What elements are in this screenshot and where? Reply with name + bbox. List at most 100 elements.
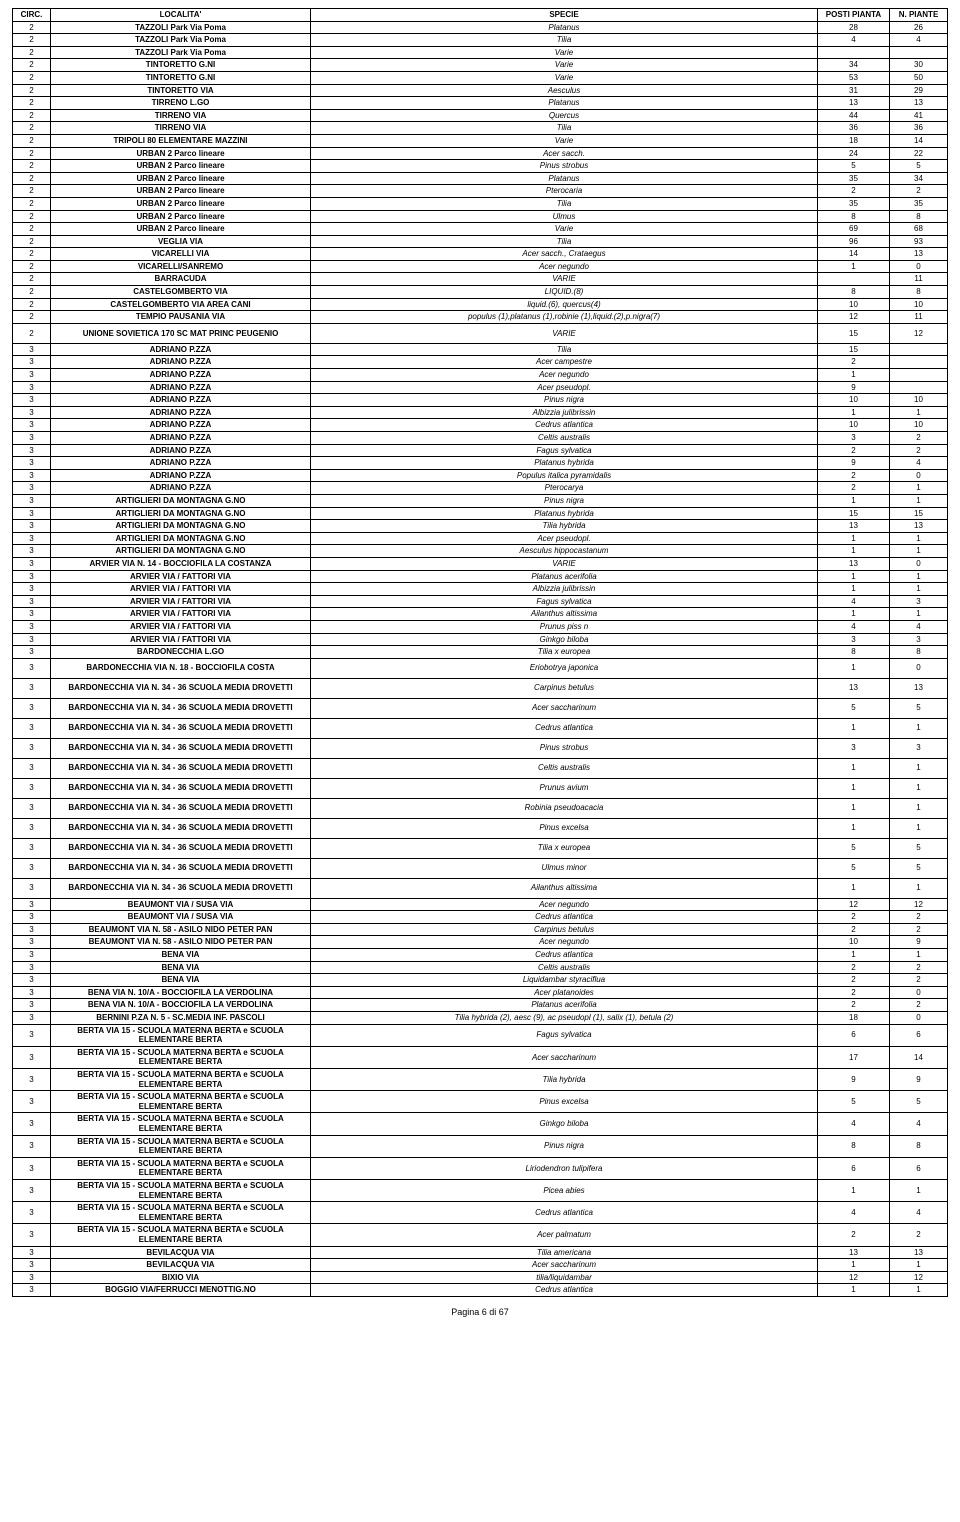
table-row: 3ADRIANO P.ZZAAcer campestre2 bbox=[13, 356, 948, 369]
cell-specie: Celtis australis bbox=[311, 758, 818, 778]
cell-circ: 2 bbox=[13, 197, 51, 210]
col-circ: CIRC. bbox=[13, 9, 51, 22]
cell-localita: BIXIO VIA bbox=[51, 1271, 311, 1284]
cell-localita: BARDONECCHIA VIA N. 34 - 36 SCUOLA MEDIA… bbox=[51, 778, 311, 798]
cell-circ: 3 bbox=[13, 406, 51, 419]
cell-circ: 3 bbox=[13, 986, 51, 999]
table-row: 3ARVIER VIA / FATTORI VIAPrunus piss n44 bbox=[13, 620, 948, 633]
cell-specie: Prunus avium bbox=[311, 778, 818, 798]
cell-specie: Platanus bbox=[311, 21, 818, 34]
cell-piante: 15 bbox=[890, 507, 948, 520]
cell-circ: 3 bbox=[13, 432, 51, 445]
table-row: 3BARDONECCHIA VIA N. 34 - 36 SCUOLA MEDI… bbox=[13, 858, 948, 878]
cell-localita: TIRRENO L.GO bbox=[51, 97, 311, 110]
cell-circ: 3 bbox=[13, 369, 51, 382]
cell-specie: Tilia bbox=[311, 122, 818, 135]
cell-specie: Acer negundo bbox=[311, 936, 818, 949]
cell-specie: VARIE bbox=[311, 557, 818, 570]
cell-specie: Acer pseudopl. bbox=[311, 532, 818, 545]
cell-specie: Tilia x europea bbox=[311, 646, 818, 659]
table-row: 2BARRACUDAVARIE11 bbox=[13, 273, 948, 286]
cell-specie: populus (1),platanus (1),robinie (1),liq… bbox=[311, 311, 818, 324]
cell-specie: Acer saccharinum bbox=[311, 1046, 818, 1068]
cell-piante: 12 bbox=[890, 323, 948, 343]
cell-piante: 4 bbox=[890, 1202, 948, 1224]
cell-localita: VICARELLI/SANREMO bbox=[51, 260, 311, 273]
cell-posti: 4 bbox=[818, 34, 890, 47]
cell-specie: Populus italica pyramidalis bbox=[311, 469, 818, 482]
cell-piante: 13 bbox=[890, 97, 948, 110]
table-row: 3BERTA VIA 15 - SCUOLA MATERNA BERTA e S… bbox=[13, 1202, 948, 1224]
cell-piante: 14 bbox=[890, 134, 948, 147]
cell-posti: 2 bbox=[818, 923, 890, 936]
cell-posti: 69 bbox=[818, 223, 890, 236]
cell-posti: 35 bbox=[818, 172, 890, 185]
table-row: 2URBAN 2 Parco linearePinus strobus55 bbox=[13, 160, 948, 173]
cell-localita: BARDONECCHIA VIA N. 34 - 36 SCUOLA MEDIA… bbox=[51, 798, 311, 818]
cell-piante bbox=[890, 369, 948, 382]
cell-localita: BARDONECCHIA VIA N. 34 - 36 SCUOLA MEDIA… bbox=[51, 698, 311, 718]
cell-posti: 1 bbox=[818, 798, 890, 818]
cell-circ: 3 bbox=[13, 1046, 51, 1068]
cell-piante: 10 bbox=[890, 298, 948, 311]
cell-specie: Albizzia julibrissin bbox=[311, 583, 818, 596]
cell-localita: ADRIANO P.ZZA bbox=[51, 432, 311, 445]
cell-piante: 8 bbox=[890, 1135, 948, 1157]
cell-piante: 1 bbox=[890, 818, 948, 838]
col-localita: LOCALITA' bbox=[51, 9, 311, 22]
cell-posti: 12 bbox=[818, 1271, 890, 1284]
cell-piante: 2 bbox=[890, 432, 948, 445]
cell-circ: 3 bbox=[13, 482, 51, 495]
cell-circ: 3 bbox=[13, 1246, 51, 1259]
cell-posti: 1 bbox=[818, 583, 890, 596]
cell-piante: 12 bbox=[890, 898, 948, 911]
cell-localita: ARTIGLIERI DA MONTAGNA G.NO bbox=[51, 532, 311, 545]
cell-piante: 29 bbox=[890, 84, 948, 97]
cell-circ: 2 bbox=[13, 223, 51, 236]
cell-localita: VICARELLI VIA bbox=[51, 248, 311, 261]
cell-piante: 34 bbox=[890, 172, 948, 185]
cell-localita: BARDONECCHIA VIA N. 34 - 36 SCUOLA MEDIA… bbox=[51, 878, 311, 898]
cell-posti: 8 bbox=[818, 646, 890, 659]
cell-posti: 2 bbox=[818, 961, 890, 974]
cell-posti: 4 bbox=[818, 595, 890, 608]
cell-circ: 3 bbox=[13, 1259, 51, 1272]
cell-specie: Pinus nigra bbox=[311, 394, 818, 407]
table-row: 3BERTA VIA 15 - SCUOLA MATERNA BERTA e S… bbox=[13, 1224, 948, 1246]
cell-posti: 1 bbox=[818, 818, 890, 838]
cell-posti: 28 bbox=[818, 21, 890, 34]
cell-localita: BERNINI P.ZA N. 5 - SC.MEDIA INF. PASCOL… bbox=[51, 1012, 311, 1025]
cell-localita: BARRACUDA bbox=[51, 273, 311, 286]
cell-circ: 2 bbox=[13, 298, 51, 311]
cell-specie: Platanus hybrida bbox=[311, 457, 818, 470]
cell-localita: BENA VIA bbox=[51, 961, 311, 974]
cell-circ: 3 bbox=[13, 343, 51, 356]
cell-posti: 1 bbox=[818, 494, 890, 507]
cell-posti: 10 bbox=[818, 419, 890, 432]
cell-circ: 3 bbox=[13, 658, 51, 678]
cell-posti: 2 bbox=[818, 986, 890, 999]
cell-piante: 6 bbox=[890, 1024, 948, 1046]
cell-piante: 0 bbox=[890, 469, 948, 482]
cell-circ: 2 bbox=[13, 59, 51, 72]
cell-localita: BERTA VIA 15 - SCUOLA MATERNA BERTA e SC… bbox=[51, 1113, 311, 1135]
cell-localita: URBAN 2 Parco lineare bbox=[51, 147, 311, 160]
cell-posti: 2 bbox=[818, 911, 890, 924]
cell-posti: 13 bbox=[818, 1246, 890, 1259]
cell-circ: 2 bbox=[13, 160, 51, 173]
cell-posti: 44 bbox=[818, 109, 890, 122]
col-piante: N. PIANTE bbox=[890, 9, 948, 22]
cell-piante: 1 bbox=[890, 1259, 948, 1272]
cell-localita: TINTORETTO VIA bbox=[51, 84, 311, 97]
cell-circ: 2 bbox=[13, 235, 51, 248]
cell-specie: Ulmus minor bbox=[311, 858, 818, 878]
cell-specie: Pinus nigra bbox=[311, 1135, 818, 1157]
cell-circ: 3 bbox=[13, 583, 51, 596]
cell-specie: Tilia bbox=[311, 343, 818, 356]
col-posti: POSTI PIANTA bbox=[818, 9, 890, 22]
cell-posti: 96 bbox=[818, 235, 890, 248]
table-row: 3BERTA VIA 15 - SCUOLA MATERNA BERTA e S… bbox=[13, 1157, 948, 1179]
cell-specie: Prunus piss n bbox=[311, 620, 818, 633]
table-row: 3BEVILACQUA VIAAcer saccharinum11 bbox=[13, 1259, 948, 1272]
cell-localita: ADRIANO P.ZZA bbox=[51, 419, 311, 432]
